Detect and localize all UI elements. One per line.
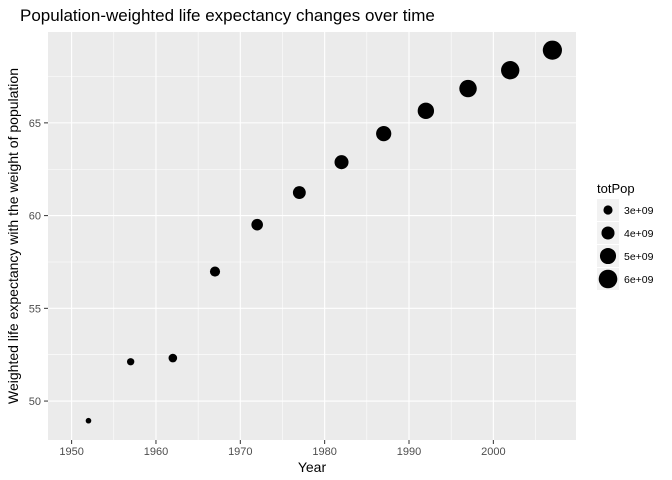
data-point — [85, 417, 92, 424]
y-tick-label: 55 — [29, 303, 41, 315]
y-axis-ticks: 50 55 60 65 — [29, 118, 48, 408]
data-point — [292, 186, 306, 200]
plot-panel — [48, 32, 576, 440]
chart-title: Population-weighted life expectancy chan… — [20, 6, 435, 25]
legend-key-point — [598, 269, 618, 289]
legend-key-point — [599, 247, 617, 265]
size-legend: totPop 3e+09 4e+09 5e+09 6e+09 — [597, 181, 654, 290]
x-tick-label: 1970 — [228, 446, 252, 458]
x-axis-ticks: 1950 1960 1970 1980 1990 2000 — [59, 440, 506, 458]
y-tick-label: 60 — [29, 211, 41, 223]
data-point — [126, 358, 135, 366]
legend-label: 6e+09 — [624, 274, 654, 286]
x-tick-label: 2000 — [481, 446, 505, 458]
data-point — [542, 40, 562, 60]
data-point — [459, 79, 477, 98]
x-axis-title: Year — [298, 459, 327, 475]
x-tick-label: 1950 — [59, 446, 83, 458]
data-point — [334, 155, 349, 170]
legend-label: 3e+09 — [624, 205, 654, 217]
legend-keys: 3e+09 4e+09 5e+09 6e+09 — [597, 199, 654, 290]
data-point — [168, 353, 178, 363]
x-tick-label: 1990 — [397, 446, 421, 458]
legend-key-point — [601, 226, 615, 240]
y-tick-label: 50 — [29, 396, 41, 408]
data-points — [85, 40, 562, 424]
legend-key-point — [603, 205, 613, 215]
x-tick-label: 1980 — [312, 446, 336, 458]
y-axis-title: Weighted life expectancy with the weight… — [5, 68, 21, 404]
data-point — [209, 266, 221, 277]
data-point — [376, 126, 392, 142]
legend-label: 4e+09 — [624, 228, 654, 240]
data-point — [417, 102, 435, 120]
data-point — [501, 61, 520, 80]
major-gridlines — [48, 32, 576, 440]
legend-title: totPop — [597, 181, 635, 196]
minor-gridlines — [48, 32, 576, 440]
data-point — [251, 218, 263, 231]
y-tick-label: 65 — [29, 118, 41, 130]
legend-label: 5e+09 — [624, 251, 654, 263]
x-tick-label: 1960 — [144, 446, 168, 458]
